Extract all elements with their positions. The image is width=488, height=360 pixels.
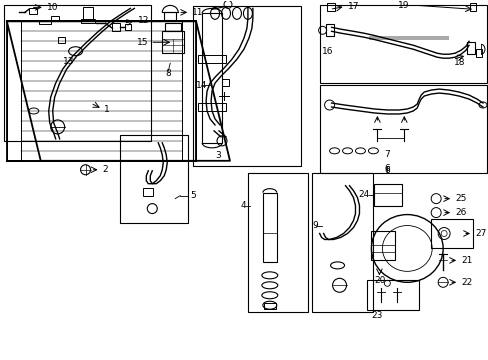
- Bar: [475, 49, 481, 57]
- Bar: [165, 23, 181, 31]
- Bar: [366, 280, 418, 310]
- Bar: [182, 21, 196, 161]
- Text: 15: 15: [137, 38, 148, 47]
- Text: 23: 23: [371, 311, 382, 320]
- Bar: [164, 12, 176, 21]
- Text: 19: 19: [398, 1, 409, 10]
- Text: 18: 18: [453, 58, 465, 67]
- Bar: [368, 36, 448, 40]
- Text: 26: 26: [454, 208, 466, 217]
- Bar: [162, 31, 184, 53]
- Bar: [247, 173, 307, 312]
- Text: 8: 8: [165, 69, 171, 78]
- Text: 4: 4: [240, 201, 245, 210]
- Bar: [263, 193, 276, 262]
- Bar: [371, 230, 394, 260]
- Bar: [4, 5, 151, 141]
- Text: 2: 2: [102, 165, 108, 174]
- Bar: [7, 21, 21, 161]
- Text: 17: 17: [347, 2, 358, 11]
- Text: 9: 9: [312, 221, 318, 230]
- Bar: [82, 8, 92, 21]
- Bar: [112, 23, 120, 31]
- Text: 11: 11: [192, 8, 203, 17]
- Text: 6: 6: [384, 164, 389, 173]
- Bar: [7, 21, 196, 161]
- Text: 22: 22: [460, 278, 471, 287]
- Text: 14: 14: [196, 81, 207, 90]
- Bar: [143, 188, 153, 195]
- Bar: [319, 85, 486, 173]
- Text: 12: 12: [138, 16, 149, 25]
- Text: 6: 6: [384, 166, 389, 175]
- Bar: [202, 13, 222, 143]
- Text: 25: 25: [454, 194, 466, 203]
- Text: 16: 16: [321, 47, 332, 56]
- Bar: [430, 219, 472, 248]
- Text: 27: 27: [474, 229, 486, 238]
- Bar: [326, 3, 334, 12]
- Bar: [264, 303, 275, 309]
- Bar: [120, 135, 188, 222]
- Bar: [81, 19, 94, 23]
- Text: 21: 21: [460, 256, 471, 265]
- Bar: [125, 24, 131, 30]
- Bar: [193, 6, 300, 166]
- Bar: [469, 3, 475, 12]
- Text: 5: 5: [190, 191, 196, 200]
- Text: 20: 20: [374, 276, 385, 285]
- Text: 7: 7: [384, 150, 389, 159]
- Bar: [198, 55, 225, 63]
- Bar: [311, 173, 373, 312]
- Bar: [29, 8, 37, 14]
- Text: 24: 24: [357, 190, 368, 199]
- Text: 10: 10: [47, 3, 58, 12]
- Bar: [319, 5, 486, 83]
- Bar: [374, 184, 402, 206]
- Bar: [222, 79, 228, 86]
- Text: 3: 3: [215, 151, 221, 160]
- Text: 1: 1: [103, 105, 109, 114]
- Bar: [466, 42, 474, 54]
- Bar: [39, 21, 51, 24]
- Bar: [51, 16, 59, 21]
- Bar: [58, 37, 64, 43]
- Text: 13: 13: [63, 57, 74, 66]
- Bar: [198, 103, 225, 111]
- Bar: [325, 24, 333, 36]
